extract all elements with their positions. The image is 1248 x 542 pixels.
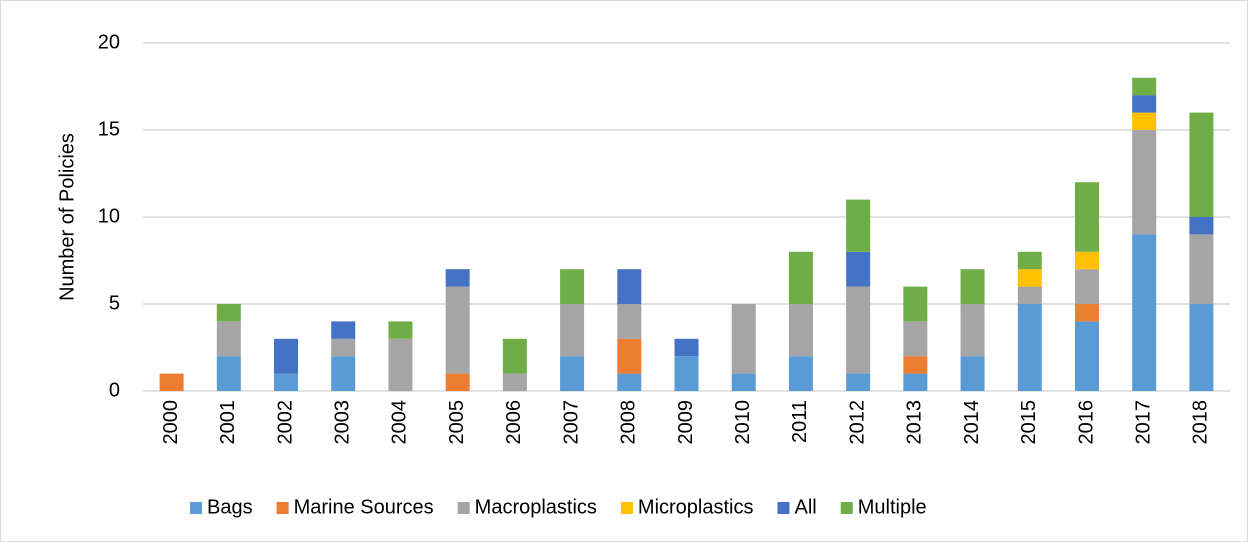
bar-segment (617, 338, 642, 374)
bar-segment (1074, 304, 1099, 322)
bar-segment (1017, 286, 1042, 304)
bar-segment (1074, 269, 1099, 304)
bar-segment (1132, 77, 1157, 96)
bar-segment (1189, 217, 1214, 235)
x-tick-label: 2000 (160, 400, 182, 445)
legend-swatch (840, 502, 853, 514)
legend-label: Microplastics (638, 496, 754, 518)
bar-segment (674, 356, 699, 391)
x-tick-label: 2014 (961, 400, 983, 445)
bar-segment (388, 338, 413, 391)
x-tick-label: 2006 (503, 400, 525, 445)
bar-segment (1189, 304, 1214, 391)
bar-segment (1132, 112, 1157, 130)
bar-segment (960, 356, 985, 391)
bar-segment (617, 269, 642, 304)
bar-segment (1017, 269, 1042, 287)
bar-segment (960, 304, 985, 357)
bar-segment (1074, 251, 1099, 270)
legend-swatch (620, 502, 633, 514)
bar-segment (788, 304, 813, 357)
bar-segment (216, 304, 241, 322)
legend-swatch (190, 502, 202, 514)
x-tick-label: 2005 (446, 400, 468, 445)
bar-segment (903, 321, 928, 357)
bar-segment (159, 373, 184, 391)
legend-label: Marine Sources (294, 496, 434, 518)
x-tick-label: 2001 (217, 400, 239, 445)
bar-segment (846, 286, 871, 374)
legend-swatch (457, 502, 470, 514)
bar-segment (846, 251, 871, 287)
bar-segment (617, 304, 642, 339)
x-tick-label: 2007 (560, 400, 582, 445)
bar-segment (731, 304, 756, 374)
bar-segment (1189, 112, 1214, 217)
bar-segment (960, 269, 985, 304)
bar-segment (1074, 182, 1099, 252)
bar-segment (216, 321, 241, 357)
legend-swatch (777, 502, 790, 514)
bar-segment (445, 373, 470, 391)
x-tick-label: 2017 (1132, 400, 1154, 445)
x-tick-label: 2003 (332, 400, 354, 445)
y-tick-label: 20 (98, 31, 120, 53)
y-tick-label: 5 (109, 292, 120, 314)
bar-segment (388, 321, 413, 339)
bar-segment (445, 269, 470, 287)
bar-segment (502, 373, 527, 391)
bar-segment (331, 338, 356, 357)
bar-segment (788, 356, 813, 391)
bar-segment (731, 373, 756, 391)
bar-segment (560, 304, 585, 357)
x-tick-label: 2004 (389, 400, 411, 445)
bar-segment (617, 373, 642, 391)
x-tick-label: 2013 (904, 400, 926, 445)
bar-segment (903, 356, 928, 374)
legend-label: Multiple (858, 496, 927, 518)
bar-segment (1017, 304, 1042, 391)
bar-segment (788, 251, 813, 304)
bar-segment (560, 356, 585, 391)
x-tick-label: 2016 (1075, 400, 1097, 445)
bar-segment (903, 373, 928, 391)
bar-segment (274, 338, 299, 374)
legend-swatch (276, 502, 289, 514)
y-axis-label: Number of Policies (56, 133, 78, 301)
x-tick-label: 2012 (846, 400, 868, 445)
x-tick-label: 2008 (618, 400, 640, 445)
bar-segment (846, 373, 871, 391)
bar-segment (846, 199, 871, 252)
x-tick-label: 2018 (1190, 400, 1212, 445)
bar-segment (674, 338, 699, 357)
y-tick-label: 0 (109, 379, 120, 401)
legend-label: All (795, 496, 817, 518)
x-tick-label: 2009 (675, 400, 697, 445)
bar-segment (903, 286, 928, 322)
bar-segment (1074, 321, 1099, 391)
bar-segment (1017, 251, 1042, 270)
bar-segment (331, 321, 356, 339)
x-tick-label: 2015 (1018, 400, 1040, 445)
x-tick-label: 2010 (732, 400, 754, 445)
legend-label: Macroplastics (475, 496, 597, 518)
x-tick-label: 2002 (274, 400, 296, 445)
bar-segment (1132, 130, 1157, 235)
bar-segment (502, 338, 527, 374)
x-tick-label: 2011 (789, 400, 811, 443)
bar-segment (445, 286, 470, 374)
y-tick-label: 10 (98, 205, 120, 227)
bar-segment (331, 356, 356, 391)
legend-label: Bags (207, 496, 253, 518)
bar-segment (274, 373, 299, 391)
bar-segment (560, 269, 585, 304)
bar-segment (1132, 95, 1157, 113)
y-tick-label: 15 (98, 118, 120, 140)
bar-segment (1132, 234, 1157, 391)
bar-segment (1189, 234, 1214, 304)
bar-segment (216, 356, 241, 391)
